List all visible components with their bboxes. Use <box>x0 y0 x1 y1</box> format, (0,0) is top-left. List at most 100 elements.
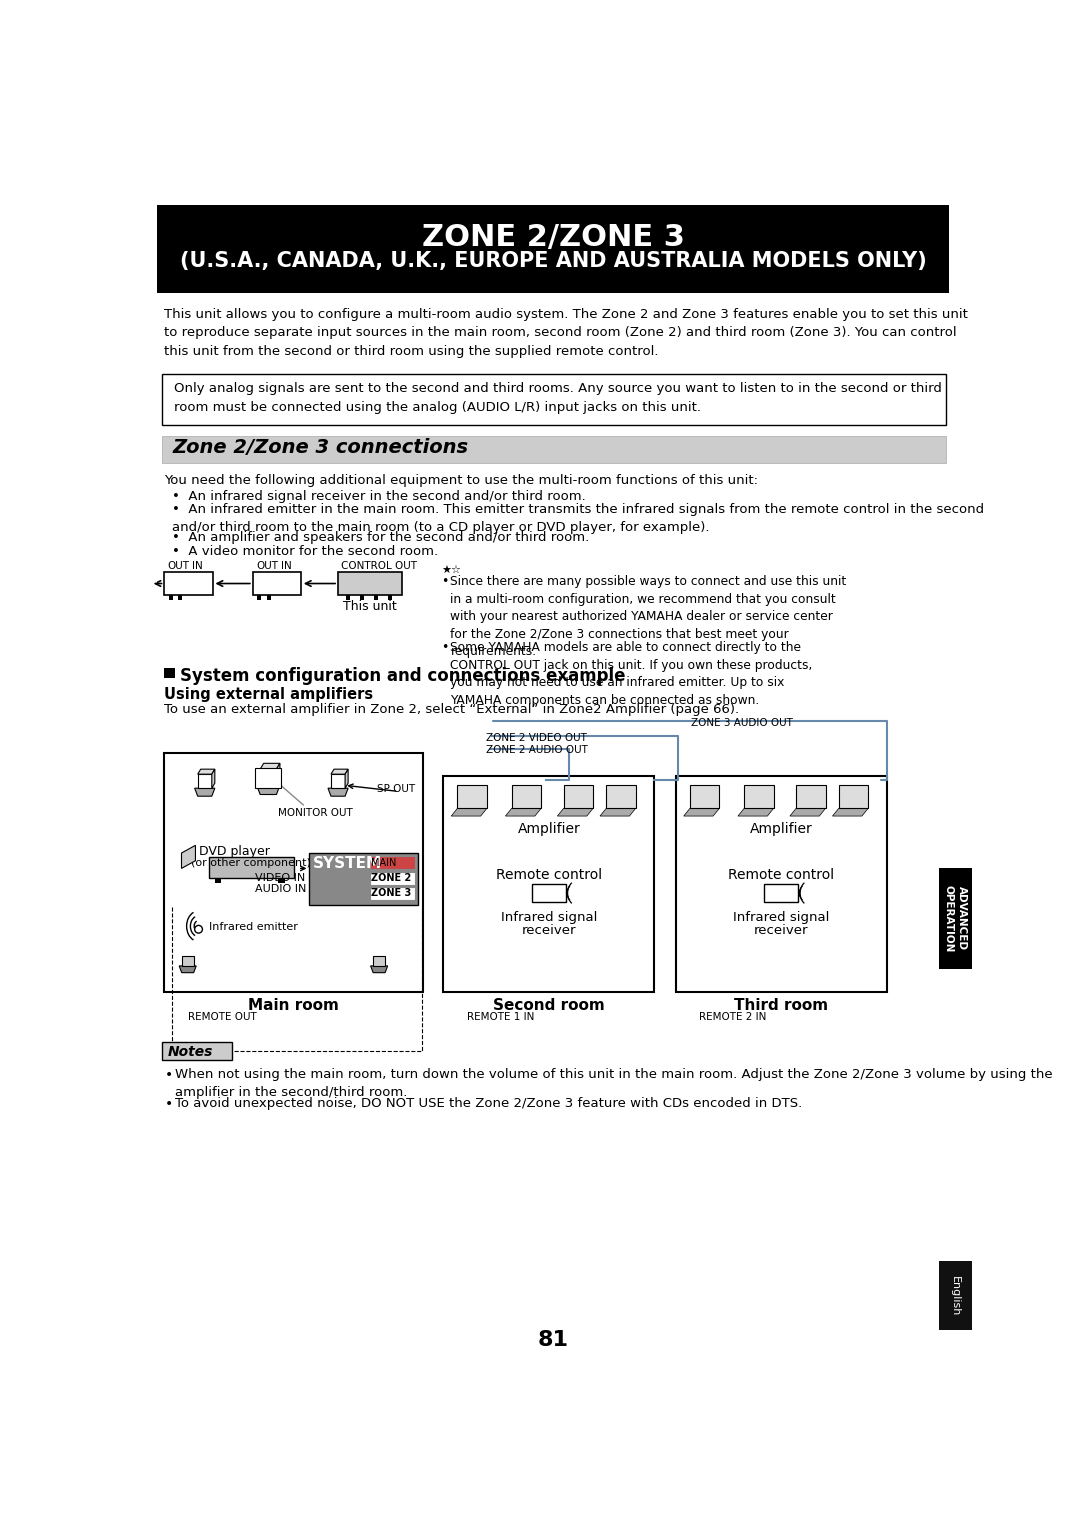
Bar <box>157 204 948 293</box>
Polygon shape <box>684 809 719 816</box>
Bar <box>164 668 175 678</box>
Text: To avoid unexpected noise, DO NOT USE the Zone 2/Zone 3 feature with CDs encoded: To avoid unexpected noise, DO NOT USE th… <box>175 1097 802 1109</box>
Text: This unit: This unit <box>343 600 396 613</box>
Bar <box>255 768 282 789</box>
Bar <box>744 786 773 809</box>
Text: VIDEO IN: VIDEO IN <box>255 873 306 884</box>
Polygon shape <box>374 955 386 966</box>
Bar <box>690 786 719 809</box>
Polygon shape <box>198 769 215 774</box>
Bar <box>162 436 946 464</box>
Text: ZONE 3: ZONE 3 <box>372 888 411 899</box>
Text: MAIN: MAIN <box>372 858 396 868</box>
Text: When not using the main room, turn down the volume of this unit in the main room: When not using the main room, turn down … <box>175 1068 1053 1099</box>
Polygon shape <box>181 845 195 868</box>
Bar <box>839 786 868 809</box>
Bar <box>267 595 271 600</box>
Polygon shape <box>451 809 487 816</box>
Text: Only analog signals are sent to the second and third rooms. Any source you want : Only analog signals are sent to the seco… <box>174 382 942 414</box>
Text: Amplifier: Amplifier <box>750 823 813 836</box>
Text: ZONE 2 VIDEO OUT: ZONE 2 VIDEO OUT <box>486 732 586 743</box>
Text: •  An infrared signal receiver in the second and/or third room.: • An infrared signal receiver in the sec… <box>172 490 586 502</box>
Bar <box>162 374 946 424</box>
Polygon shape <box>330 769 348 774</box>
Bar <box>257 595 261 600</box>
Bar <box>796 786 825 809</box>
Text: ★☆: ★☆ <box>441 565 461 574</box>
Text: SYSTEM: SYSTEM <box>312 856 381 871</box>
Text: ZONE 2: ZONE 2 <box>372 873 411 884</box>
Polygon shape <box>260 763 280 769</box>
Text: Since there are many possible ways to connect and use this unit
in a multi-room : Since there are many possible ways to co… <box>450 575 847 658</box>
Polygon shape <box>346 769 348 789</box>
Text: •: • <box>441 641 448 655</box>
Text: receiver: receiver <box>522 923 576 937</box>
Bar <box>369 871 415 885</box>
Text: OUT: OUT <box>256 562 278 571</box>
Bar <box>178 595 183 600</box>
Text: AUDIO IN: AUDIO IN <box>255 884 307 894</box>
Bar <box>338 572 402 595</box>
Text: This unit allows you to configure a multi-room audio system. The Zone 2 and Zone: This unit allows you to configure a mult… <box>164 308 969 359</box>
Bar <box>215 879 221 884</box>
Text: Remote control: Remote control <box>728 868 835 882</box>
Text: •: • <box>164 1068 173 1082</box>
Text: Amplifier: Amplifier <box>517 823 580 836</box>
Bar <box>208 858 294 879</box>
Bar <box>253 572 301 595</box>
Bar <box>388 595 392 600</box>
Polygon shape <box>370 966 388 972</box>
Text: Infrared signal: Infrared signal <box>733 911 829 923</box>
Polygon shape <box>833 809 868 816</box>
Text: ADVANCED
OPERATION: ADVANCED OPERATION <box>943 885 967 952</box>
Text: Zone 2/Zone 3 connections: Zone 2/Zone 3 connections <box>172 438 469 456</box>
Polygon shape <box>505 809 541 816</box>
Text: IN: IN <box>192 562 203 571</box>
Bar <box>162 1042 232 1061</box>
Text: You need the following additional equipment to use the multi-room functions of t: You need the following additional equipm… <box>164 475 758 487</box>
Text: Using external amplifiers: Using external amplifiers <box>164 688 374 702</box>
Polygon shape <box>789 809 825 816</box>
Text: ZONE 3 AUDIO OUT: ZONE 3 AUDIO OUT <box>691 719 794 728</box>
Bar <box>765 884 798 902</box>
Text: •  An amplifier and speakers for the second and/or third room.: • An amplifier and speakers for the seco… <box>172 531 590 545</box>
Polygon shape <box>600 809 636 816</box>
Bar <box>606 786 636 809</box>
Bar <box>346 595 350 600</box>
Text: IN: IN <box>281 562 292 571</box>
Bar <box>164 752 422 992</box>
Text: Some YAMAHA models are able to connect directly to the
CONTROL OUT jack on this : Some YAMAHA models are able to connect d… <box>450 641 813 707</box>
Text: receiver: receiver <box>754 923 809 937</box>
Text: Second room: Second room <box>492 998 605 1013</box>
Text: REMOTE 2 IN: REMOTE 2 IN <box>699 1012 767 1021</box>
Bar <box>164 572 213 595</box>
Bar <box>309 853 418 905</box>
Text: MONITOR OUT: MONITOR OUT <box>279 809 353 818</box>
Bar <box>369 856 415 870</box>
Bar <box>279 879 284 884</box>
Bar <box>369 887 415 900</box>
Bar <box>531 884 566 902</box>
Text: (or other component): (or other component) <box>191 858 311 868</box>
Bar <box>939 1260 972 1331</box>
Text: DVD player: DVD player <box>199 845 269 858</box>
Polygon shape <box>179 966 197 972</box>
Polygon shape <box>181 955 193 966</box>
Text: SP OUT: SP OUT <box>377 784 415 794</box>
Text: To use an external amplifier in Zone 2, select “External” in Zone2 Amplifier (pa: To use an external amplifier in Zone 2, … <box>164 703 740 716</box>
Text: ZONE 2/ZONE 3: ZONE 2/ZONE 3 <box>422 223 685 252</box>
Text: •  An infrared emitter in the main room. This emitter transmits the infrared sig: • An infrared emitter in the main room. … <box>172 504 984 534</box>
Polygon shape <box>330 774 346 789</box>
Text: •: • <box>164 1097 173 1111</box>
Bar <box>458 786 487 809</box>
Polygon shape <box>194 789 215 797</box>
Text: •: • <box>441 575 448 588</box>
Bar <box>444 777 654 992</box>
Text: ZONE 2 AUDIO OUT: ZONE 2 AUDIO OUT <box>486 745 588 755</box>
Bar <box>564 786 593 809</box>
Bar <box>374 595 378 600</box>
Polygon shape <box>212 769 215 789</box>
Text: Third room: Third room <box>734 998 828 1013</box>
Polygon shape <box>557 809 593 816</box>
Text: •  A video monitor for the second room.: • A video monitor for the second room. <box>172 545 438 559</box>
